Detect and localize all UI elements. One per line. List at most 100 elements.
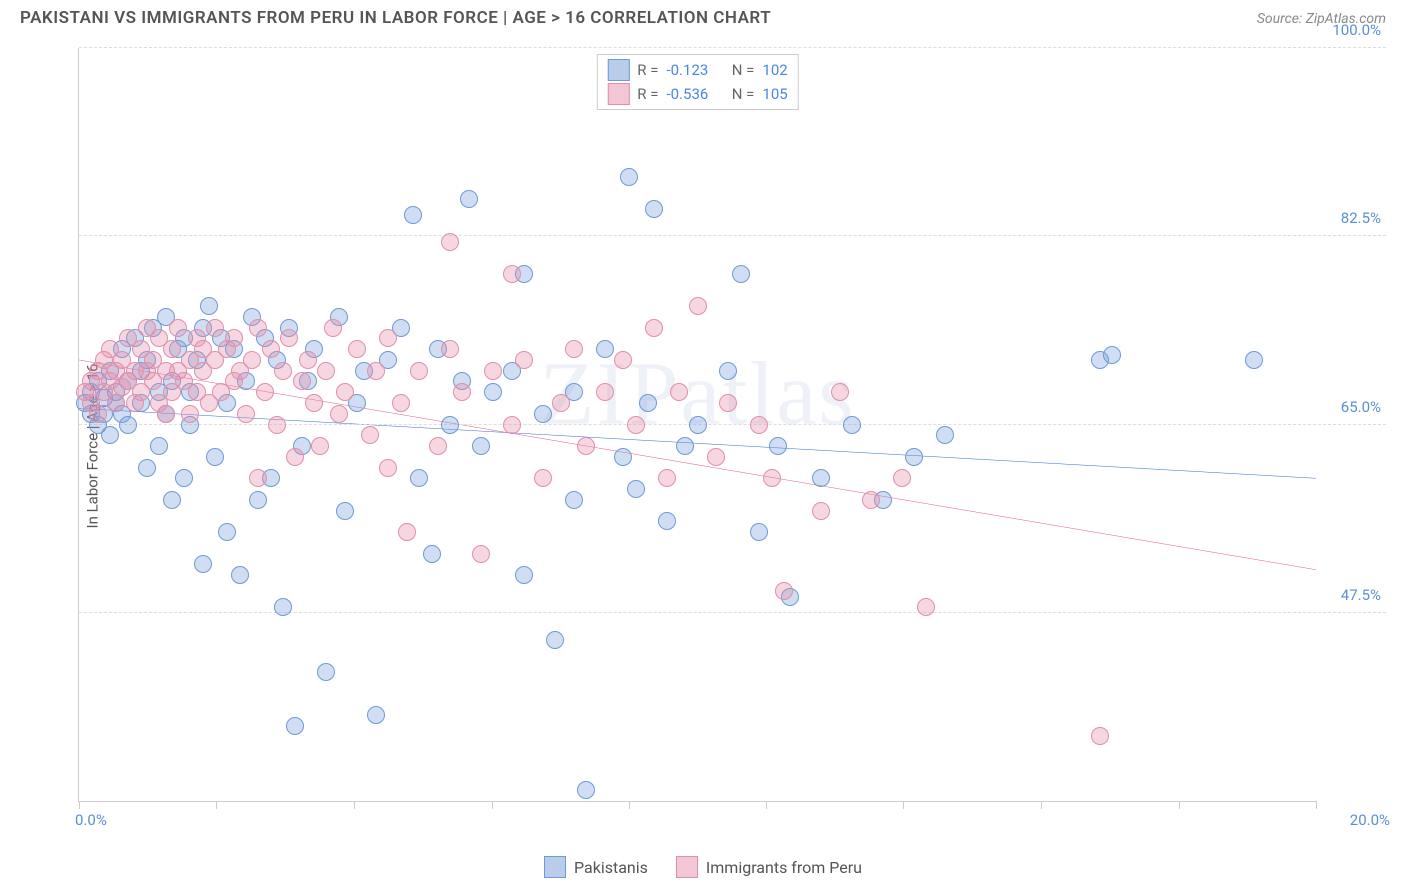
data-point — [163, 340, 181, 358]
data-point — [565, 340, 583, 358]
plot-wrap: ZIPatlas R = -0.123 N = 102 R = -0.536 N… — [50, 48, 1386, 832]
data-point — [627, 480, 645, 498]
data-point — [515, 566, 533, 584]
data-point — [917, 598, 935, 616]
data-point — [441, 340, 459, 358]
data-point — [453, 383, 471, 401]
data-point — [367, 362, 385, 380]
data-point — [645, 200, 663, 218]
data-point — [157, 405, 175, 423]
data-point — [441, 416, 459, 434]
data-point — [410, 469, 428, 487]
data-point — [658, 469, 676, 487]
data-point — [231, 566, 249, 584]
data-point — [503, 265, 521, 283]
data-point — [707, 448, 725, 466]
data-point — [843, 416, 861, 434]
data-point — [262, 340, 280, 358]
y-tick-label: 47.5% — [1341, 586, 1381, 604]
data-point — [311, 437, 329, 455]
x-tick — [1179, 801, 1180, 809]
data-point — [750, 523, 768, 541]
stat-row-2: R = -0.536 N = 105 — [607, 83, 787, 105]
data-point — [280, 329, 298, 347]
gridline — [79, 235, 1386, 236]
data-point — [769, 437, 787, 455]
y-tick-label: 100.0% — [1332, 21, 1381, 39]
data-point — [330, 405, 348, 423]
data-point — [775, 582, 793, 600]
data-point — [577, 781, 595, 799]
x-tick — [766, 801, 767, 809]
data-point — [194, 555, 212, 573]
data-point — [293, 372, 311, 390]
data-point — [645, 319, 663, 337]
x-max-label: 20.0% — [1350, 811, 1390, 829]
data-point — [484, 362, 502, 380]
x-tick — [903, 801, 904, 809]
data-point — [206, 319, 224, 337]
data-point — [614, 448, 632, 466]
data-point — [831, 383, 849, 401]
data-point — [361, 426, 379, 444]
legend-item-1: Pakistanis — [544, 856, 648, 878]
data-point — [614, 351, 632, 369]
y-tick-label: 82.5% — [1341, 209, 1381, 227]
data-point — [163, 491, 181, 509]
data-point — [552, 394, 570, 412]
data-point — [107, 394, 125, 412]
data-point — [243, 351, 261, 369]
data-point — [317, 663, 335, 681]
data-point — [429, 437, 447, 455]
data-point — [225, 329, 243, 347]
n-label: N = — [732, 61, 755, 79]
data-point — [175, 469, 193, 487]
data-point — [286, 448, 304, 466]
data-point — [299, 351, 317, 369]
data-point — [484, 383, 502, 401]
data-point — [305, 394, 323, 412]
data-point — [379, 459, 397, 477]
data-point — [367, 706, 385, 724]
data-point — [639, 394, 657, 412]
data-point — [1091, 727, 1109, 745]
data-point — [565, 491, 583, 509]
legend-label-1: Pakistanis — [574, 858, 648, 877]
data-point — [893, 469, 911, 487]
x-min-label: 0.0% — [75, 811, 107, 829]
data-point — [181, 405, 199, 423]
r-value-2: -0.536 — [666, 85, 708, 103]
data-point — [169, 319, 187, 337]
data-point — [101, 426, 119, 444]
data-point — [460, 190, 478, 208]
data-point — [286, 717, 304, 735]
y-tick-label: 65.0% — [1341, 398, 1381, 416]
x-tick — [79, 801, 80, 809]
data-point — [218, 523, 236, 541]
data-point — [336, 502, 354, 520]
data-point — [534, 469, 552, 487]
data-point — [237, 405, 255, 423]
swatch-series-2 — [607, 83, 629, 105]
legend-swatch-1 — [544, 856, 566, 878]
data-point — [689, 297, 707, 315]
stats-box: R = -0.123 N = 102 R = -0.536 N = 105 — [596, 54, 798, 110]
x-tick — [216, 801, 217, 809]
chart-header: PAKISTANI VS IMMIGRANTS FROM PERU IN LAB… — [0, 0, 1406, 32]
data-point — [398, 523, 416, 541]
data-point — [256, 383, 274, 401]
data-point — [1103, 346, 1121, 364]
data-point — [472, 545, 490, 563]
data-point — [620, 168, 638, 186]
data-point — [249, 491, 267, 509]
data-point — [317, 362, 335, 380]
data-point — [719, 394, 737, 412]
n-value-1: 102 — [762, 61, 787, 79]
x-tick — [1041, 801, 1042, 809]
r-label: R = — [637, 61, 658, 79]
data-point — [274, 598, 292, 616]
legend-item-2: Immigrants from Peru — [676, 856, 862, 878]
data-point — [324, 319, 342, 337]
data-point — [503, 416, 521, 434]
gridline — [79, 47, 1386, 48]
